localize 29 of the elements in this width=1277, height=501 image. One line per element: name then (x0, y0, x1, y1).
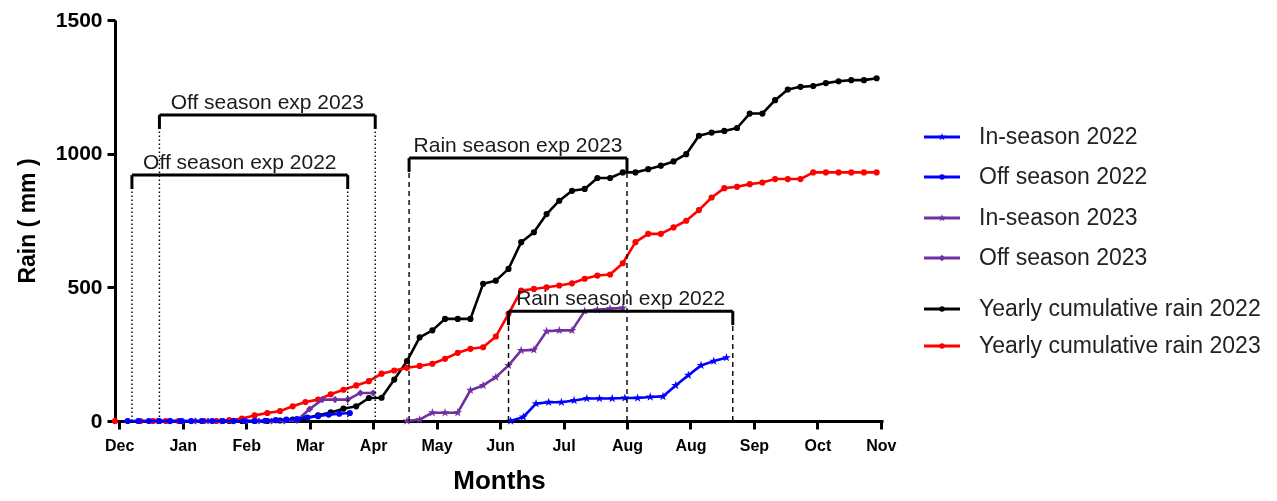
x-tick-label: Sep (739, 436, 770, 454)
y-tick-label: 0 (90, 408, 103, 432)
x-tick-label: Nov (866, 436, 897, 454)
x-tick-label: Dec (105, 436, 135, 454)
y-tick-label: 500 (67, 274, 103, 298)
x-axis-title: Months (453, 464, 546, 495)
x-tick-label: Jul (552, 436, 576, 454)
legend-label: In-season 2022 (979, 123, 1138, 149)
x-tick-label: Aug (675, 436, 707, 454)
x-tick-label: Feb (232, 436, 262, 454)
legend-label: In-season 2023 (979, 204, 1138, 230)
x-tick-label: Jun (486, 436, 515, 454)
annotation: Off season exp 2022 (143, 150, 337, 174)
legend-label: Off season 2022 (979, 163, 1148, 189)
y-axis-title: Rain ( mm ) (13, 158, 40, 284)
x-tick-label: Mar (295, 436, 325, 454)
annotation: Rain season exp 2023 (413, 132, 623, 156)
y-tick-label: 1000 (55, 141, 103, 165)
x-tick-label: Jan (169, 436, 197, 454)
annotation: Off season exp 2023 (170, 89, 365, 113)
legend-label: Off season 2023 (979, 244, 1148, 270)
x-tick-label: May (421, 436, 453, 454)
x-tick-label: Oct (804, 436, 832, 454)
y-tick-label: 1500 (55, 7, 103, 31)
annotation: Rain season exp 2022 (516, 286, 726, 310)
legend-label: Yearly cumulative rain 2023 (979, 332, 1261, 358)
x-tick-label: Aug (611, 436, 644, 454)
legend-label: Yearly cumulative rain 2022 (979, 295, 1261, 321)
x-tick-label: Apr (359, 436, 388, 454)
